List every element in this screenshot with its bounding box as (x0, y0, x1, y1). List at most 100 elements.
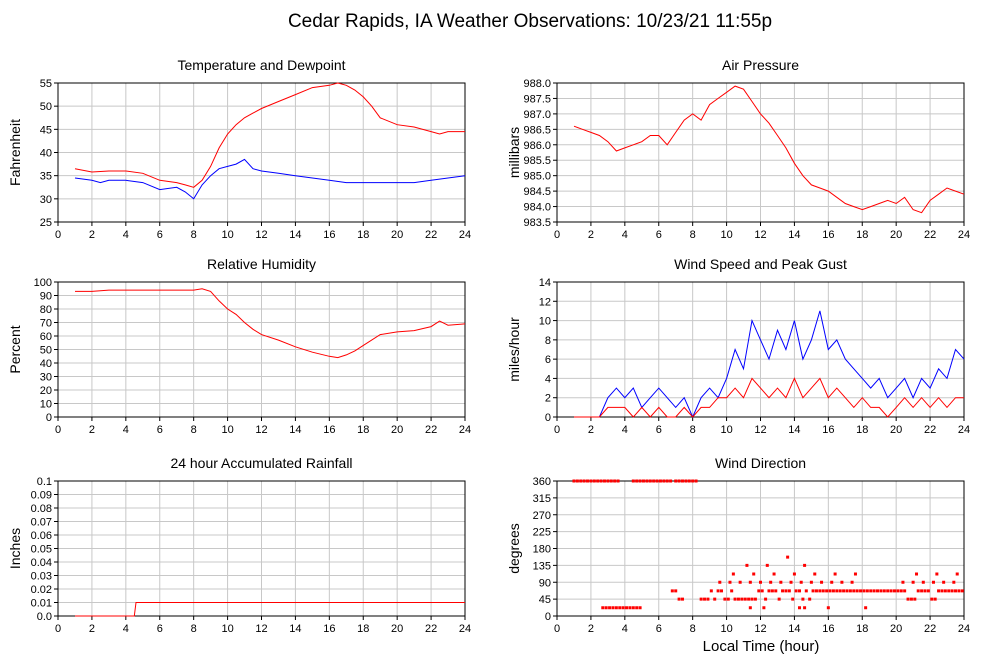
x-tick-label: 6 (157, 229, 163, 241)
y-tick-label: 985.5 (523, 155, 551, 167)
y-tick-label: 0 (545, 611, 551, 623)
data-point (930, 597, 934, 601)
y-tick-label: 986.0 (523, 140, 551, 152)
y-tick-label: 2 (545, 393, 551, 405)
x-tick-label: 18 (357, 623, 369, 635)
y-tick-label: 135 (533, 560, 551, 572)
y-tick-label: 40 (40, 358, 52, 370)
x-tick-label: 20 (890, 229, 902, 241)
x-tick-label: 12 (255, 623, 267, 635)
x-tick-label: 14 (289, 229, 301, 241)
y-tick-label: 30 (40, 372, 52, 384)
data-point (596, 479, 600, 483)
data-point (767, 589, 771, 593)
x-tick-label: 10 (720, 424, 732, 436)
data-point (748, 580, 752, 584)
y-axis-label: miles/hour (506, 317, 522, 382)
data-point (731, 572, 735, 576)
series-line (74, 158, 466, 200)
data-point (684, 479, 688, 483)
x-tick-label: 12 (255, 424, 267, 436)
y-tick-label: 90 (40, 291, 52, 303)
data-point (801, 597, 805, 601)
data-point (716, 589, 720, 593)
data-point (726, 597, 730, 601)
y-tick-label: 0.05 (31, 544, 52, 556)
data-point (631, 606, 635, 610)
data-point (638, 479, 642, 483)
series-line (574, 310, 965, 419)
data-point (658, 479, 662, 483)
data-point (757, 589, 761, 593)
data-point (680, 479, 684, 483)
chart-title: Temperature and Dewpoint (177, 57, 345, 73)
x-tick-label: 24 (459, 424, 471, 436)
data-point (872, 589, 876, 593)
y-tick-label: 0.04 (31, 557, 52, 569)
data-point (794, 589, 798, 593)
x-tick-label: 20 (391, 229, 403, 241)
data-point (915, 572, 919, 576)
x-tick-label: 18 (357, 229, 369, 241)
y-tick-label: 0.07 (31, 517, 52, 529)
data-point (792, 572, 796, 576)
y-tick-label: 315 (533, 493, 551, 505)
x-tick-label: 24 (459, 623, 471, 635)
y-tick-label: 60 (40, 331, 52, 343)
data-point (586, 479, 590, 483)
data-point (942, 580, 946, 584)
x-tick-label: 8 (690, 229, 696, 241)
y-tick-label: 35 (40, 171, 52, 183)
data-point (831, 589, 835, 593)
data-point (911, 580, 915, 584)
y-axis-label: degrees (506, 523, 522, 574)
data-point (777, 597, 781, 601)
x-tick-label: 12 (255, 229, 267, 241)
data-point (625, 606, 629, 610)
chart-title: Air Pressure (722, 57, 799, 73)
data-point (808, 597, 812, 601)
x-tick-label: 4 (622, 623, 628, 635)
data-point (769, 580, 773, 584)
y-tick-label: 25 (40, 217, 52, 229)
x-tick-label: 8 (191, 623, 197, 635)
series-line (75, 288, 466, 359)
y-axis-label: millibars (506, 127, 522, 178)
data-point (613, 479, 617, 483)
x-tick-label: 22 (425, 424, 437, 436)
data-point (770, 589, 774, 593)
data-point (760, 589, 764, 593)
x-tick-label: 2 (89, 229, 95, 241)
x-tick-label: 12 (754, 424, 766, 436)
x-tick-label: 22 (425, 229, 437, 241)
x-tick-label: 8 (690, 623, 696, 635)
x-tick-label: 22 (924, 623, 936, 635)
data-point (645, 479, 649, 483)
data-point (706, 597, 710, 601)
x-tick-label: 10 (720, 229, 732, 241)
x-tick-label: 14 (788, 229, 800, 241)
x-tick-label: 4 (622, 229, 628, 241)
series-line (573, 85, 965, 214)
data-point (652, 479, 656, 483)
data-point (809, 580, 813, 584)
data-point (830, 580, 834, 584)
data-point (813, 572, 817, 576)
data-point (811, 589, 815, 593)
data-point (677, 597, 681, 601)
data-point (669, 479, 673, 483)
x-tick-label: 2 (89, 424, 95, 436)
y-tick-label: 0.1 (37, 476, 52, 488)
data-point (892, 589, 896, 593)
data-point (699, 597, 703, 601)
data-point (940, 589, 944, 593)
data-point (635, 479, 639, 483)
y-tick-label: 50 (40, 345, 52, 357)
y-tick-label: 0.06 (31, 530, 52, 542)
data-point (665, 479, 669, 483)
y-tick-label: 0.01 (31, 598, 52, 610)
x-tick-label: 24 (958, 229, 970, 241)
data-point (848, 589, 852, 593)
data-point (694, 479, 698, 483)
